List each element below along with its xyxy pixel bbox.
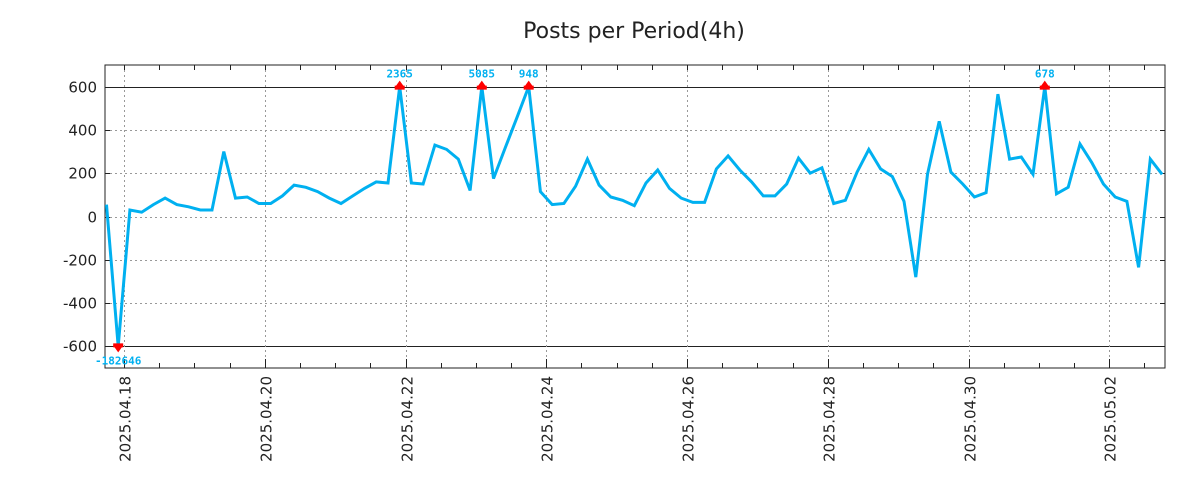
y-tick-label: 0 <box>87 209 97 227</box>
x-tick-label: 2025.04.26 <box>680 376 698 462</box>
series-posts <box>106 87 1162 347</box>
clip-marker-base <box>477 86 487 90</box>
y-tick-label: 200 <box>68 165 97 183</box>
y-tick-label: 400 <box>68 122 97 140</box>
x-tick-label: 2025.05.02 <box>1102 376 1120 462</box>
axes: 600 400 200 0 -200 -400 -600 2025.04.18 2025.04.… <box>63 65 1165 462</box>
y-tick-label: 600 <box>68 79 97 97</box>
clip-value-label: 948 <box>519 68 539 81</box>
clip-value-label: -182646 <box>95 354 142 367</box>
x-tick-label: 2025.04.30 <box>962 376 980 462</box>
x-tick-label: 2025.04.28 <box>821 376 839 462</box>
clip-marker-base <box>1040 86 1050 90</box>
clip-marker-base <box>524 86 534 90</box>
y-tick-label: -200 <box>63 252 97 270</box>
x-tick-label: 2025.04.24 <box>539 376 557 462</box>
clip-marker-base <box>395 86 405 90</box>
x-tick-label: 2025.04.18 <box>117 376 135 462</box>
clip-value-label: 2365 <box>386 68 413 81</box>
clip-value-label: 678 <box>1035 68 1055 81</box>
chart-title: Posts per Period(4h) <box>523 19 745 44</box>
clip-value-label: 5085 <box>469 68 496 81</box>
clip-marker-base <box>113 343 123 347</box>
plot-frame <box>105 65 1165 368</box>
series-line <box>107 87 1163 347</box>
y-tick-label: -400 <box>63 295 97 313</box>
posts-per-period-chart: Posts per Period(4h) 600 400 200 0 -200 -400 -… <box>0 0 1200 500</box>
y-tick-label: -600 <box>63 338 97 356</box>
grid <box>105 65 1165 368</box>
x-tick-label: 2025.04.22 <box>399 376 417 462</box>
x-tick-label: 2025.04.20 <box>258 376 276 462</box>
